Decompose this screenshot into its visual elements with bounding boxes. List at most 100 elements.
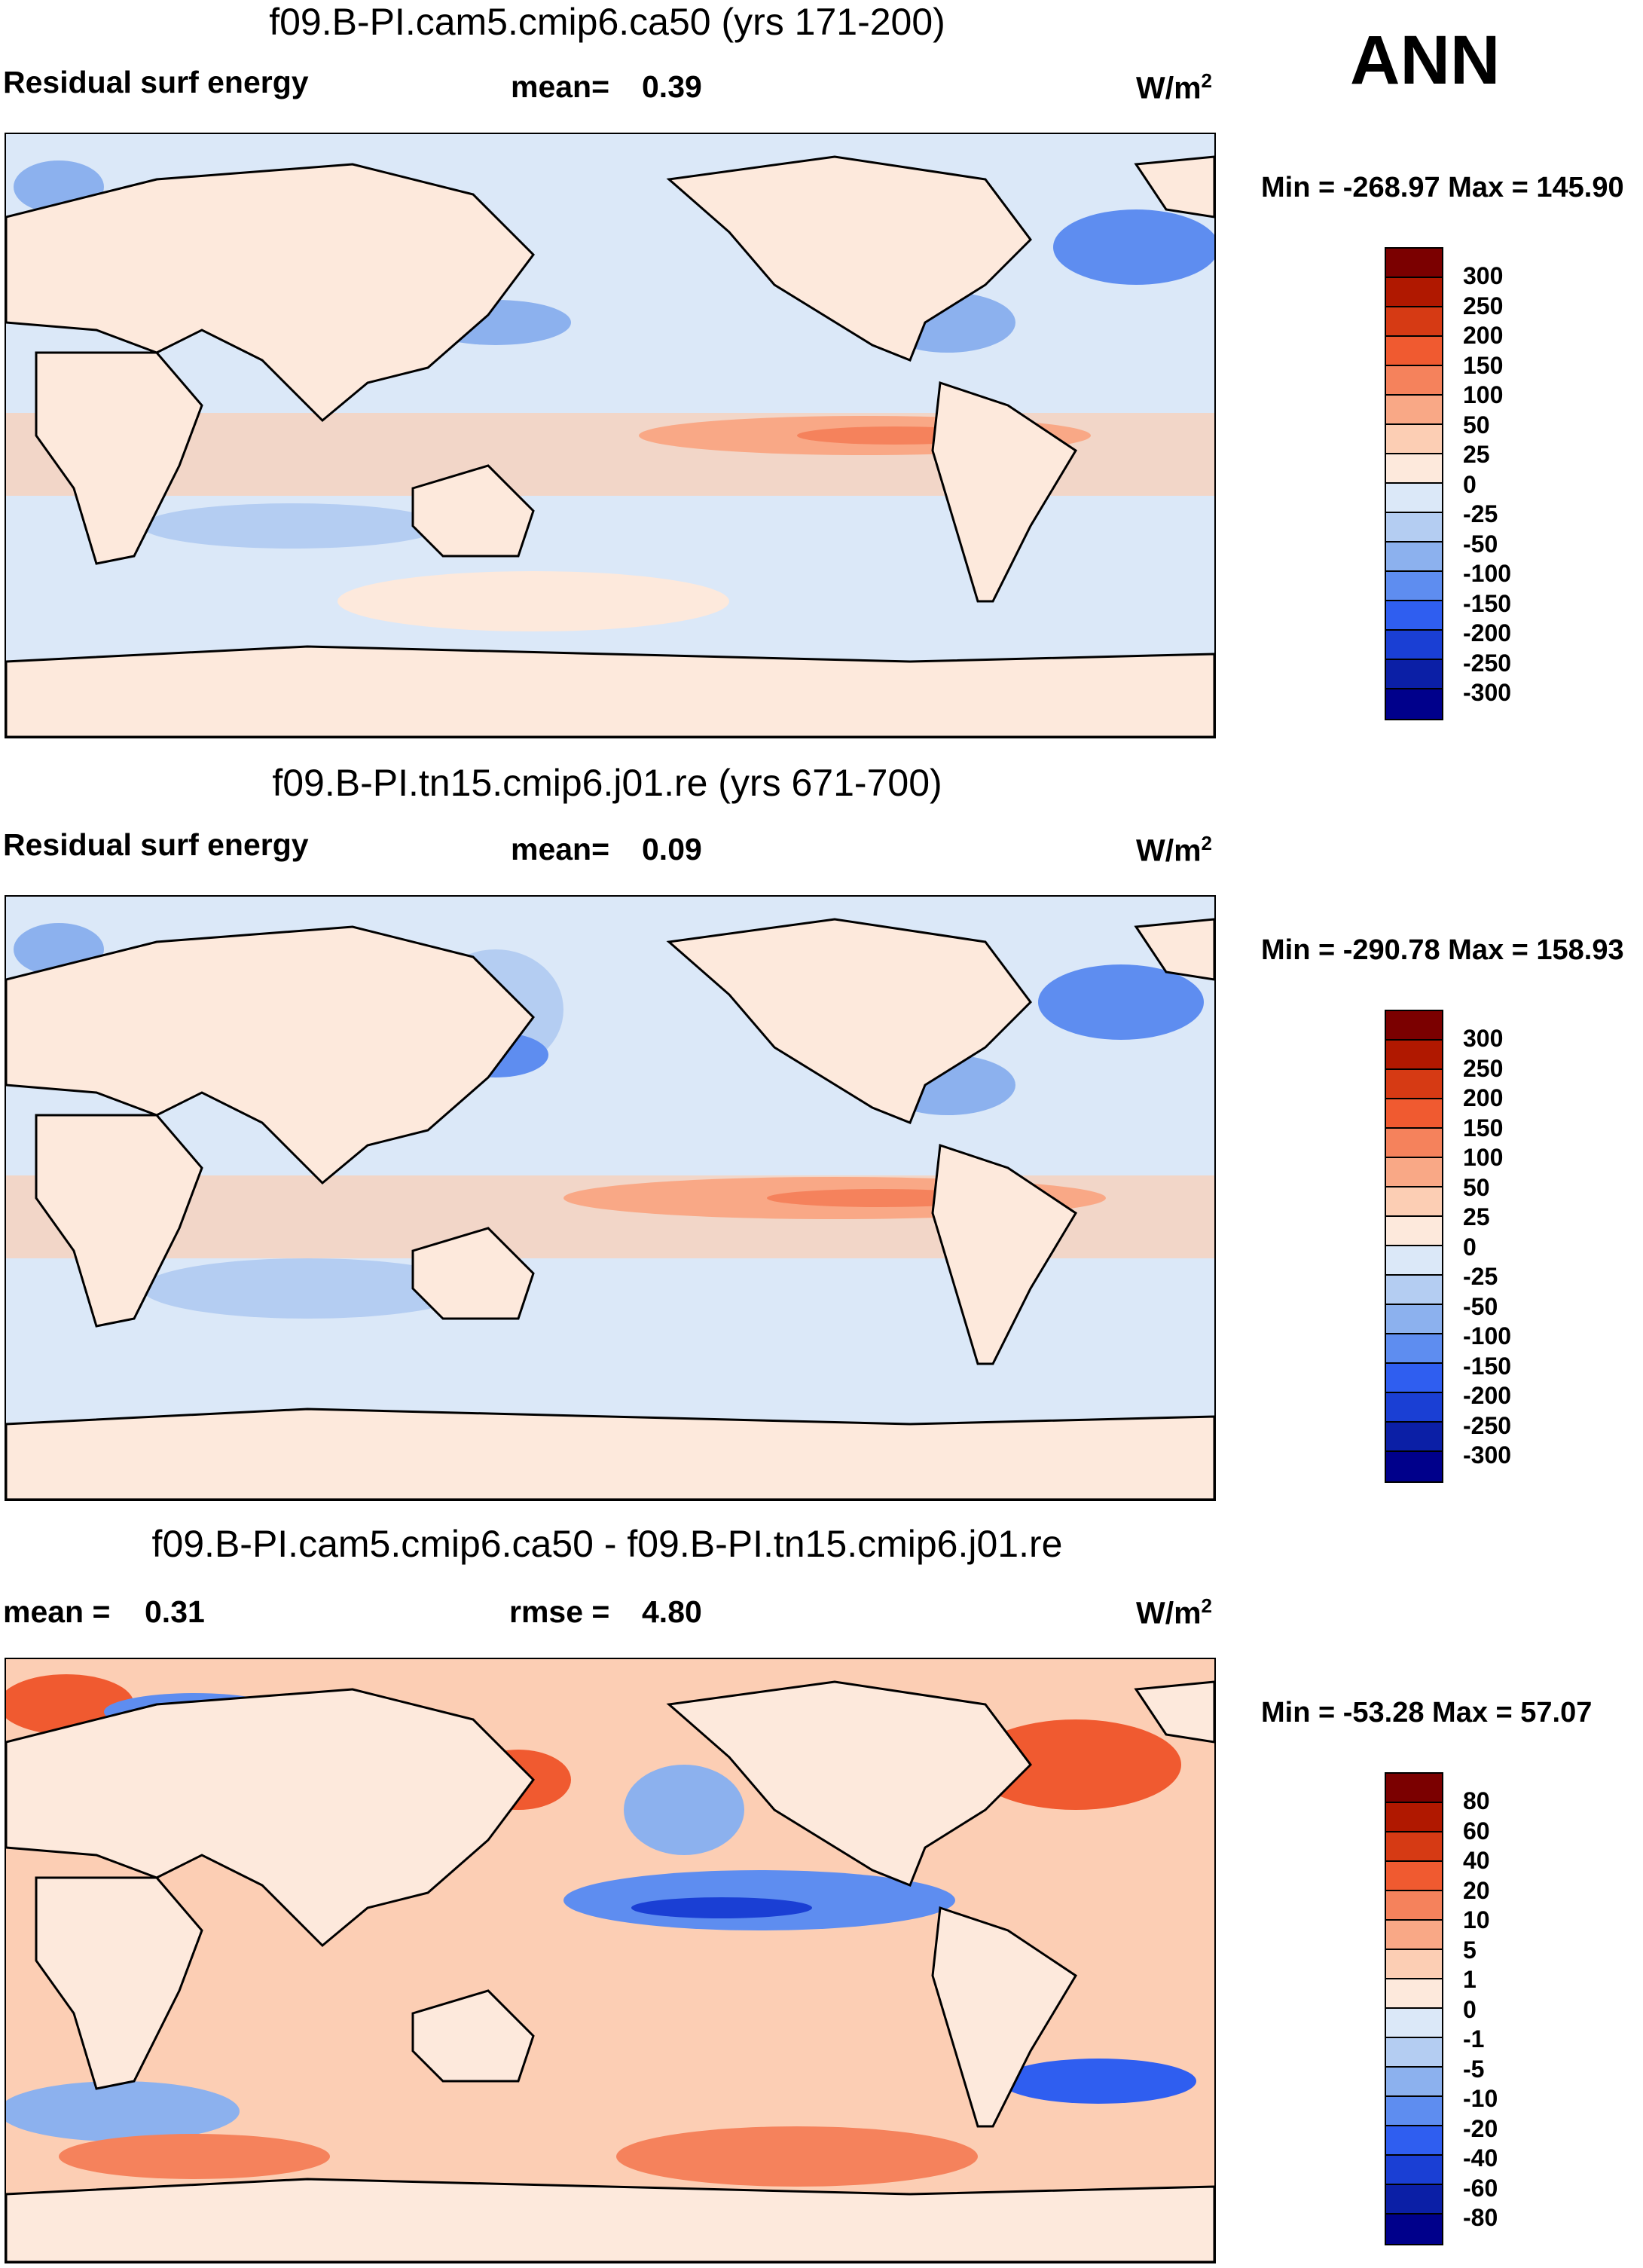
panel-1-cbar-box [1386,513,1442,543]
panel-3-cbar-box [1386,1921,1442,1950]
panel-2-tick: -25 [1463,1263,1498,1290]
panel-2-cbar-box [1386,1041,1442,1070]
panel-2-south-america [931,1143,1078,1365]
panel-3-so-warm [616,2126,978,2187]
panel-3-cbar-box [1386,2009,1442,2038]
panel-3-tick: 1 [1463,1966,1477,1993]
panel-1-title: f09.B-PI.cam5.cmip6.ca50 (yrs 171-200) [269,1,945,43]
panel-1-tick: 25 [1463,441,1490,468]
panel-2-labrador [1038,964,1204,1040]
panel-1-tick: 200 [1463,322,1504,349]
panel-2-tick: -50 [1463,1293,1498,1320]
panel-3-cbar-box [1386,1832,1442,1862]
panel-2-tick: -100 [1463,1322,1512,1349]
panel-3-tick: 0 [1463,1996,1477,2023]
panel-3-units: W/m2 [1136,1594,1213,1631]
panel-3-tick: -1 [1463,2025,1485,2053]
panel-2-continents [6,918,1214,1499]
panel-2-cbar-box [1386,1158,1442,1187]
panel-1-tick: -25 [1463,500,1498,527]
panel-2-mean-value: 0.09 [642,832,702,867]
panel-3-cbar-box [1386,1774,1442,1803]
panel-3-map [5,1658,1216,2263]
panel-3-colorbar [1385,1772,1443,2245]
panel-3-eurasia [6,1688,535,1948]
panel-3-cbar-box [1386,2097,1442,2126]
panel-3-cbar-box [1386,1803,1442,1832]
panel-3-mean-label: mean = [3,1594,111,1629]
panel-1-cbar-box [1386,337,1442,366]
panel-2-min-max: Min = -290.78 Max = 158.93 [1261,934,1624,966]
panel-3-north-america [666,1680,1032,1887]
panel-2-colorbar [1385,1010,1443,1483]
panel-1-mean-value: 0.39 [642,69,702,104]
panel-1-tick: 100 [1463,381,1504,408]
panel-2-greenland [1134,918,1214,981]
panel-3-cbar-box [1386,2215,1442,2244]
panel-2-tick: 0 [1463,1233,1477,1261]
panel-2-cbar-box [1386,1364,1442,1393]
panel-3-cbar-box [1386,2156,1442,2185]
panel-3-tropical-core [631,1897,812,1918]
panel-3-tick: 80 [1463,1787,1490,1814]
panel-3-sa-cold [1000,2059,1196,2104]
panel-1-cbar-box [1386,572,1442,601]
panel-1-cbar-box [1386,454,1442,484]
panel-1-cbar-box [1386,249,1442,278]
panel-3-tick: -10 [1463,2085,1498,2112]
panel-3-greenland [1134,1680,1214,1744]
panel-1-tick: 0 [1463,471,1477,498]
panel-1-tick: -150 [1463,590,1512,617]
panel-3-cbar-box [1386,1862,1442,1891]
panel-1-tick: 300 [1463,262,1504,289]
panel-1-tick: -50 [1463,530,1498,558]
panel-2-tick: 100 [1463,1144,1504,1171]
panel-2-australia [411,1227,535,1320]
panel-3-cbar-box [1386,1891,1442,1921]
panel-3-mean-value: 0.31 [145,1594,205,1629]
panel-1-colorbar [1385,247,1443,720]
panel-2-cbar-box [1386,1011,1442,1041]
panel-1-units: W/m2 [1136,69,1213,105]
panel-3-min-max: Min = -53.28 Max = 57.07 [1261,1697,1593,1729]
panel-1-cbar-box [1386,689,1442,719]
panel-2-tick: -150 [1463,1353,1512,1380]
panel-2-tick: 50 [1463,1174,1490,1201]
panel-2-cbar-box [1386,1246,1442,1276]
panel-3-australia [411,1989,535,2083]
panel-2-cbar-box [1386,1099,1442,1129]
panel-2-tick: -300 [1463,1441,1512,1469]
panel-2-africa [35,1114,203,1328]
panel-2-tick: 25 [1463,1203,1490,1230]
panel-1-warm-south [337,571,729,631]
panel-1-variable-label: Residual surf energy [3,65,309,99]
panel-1-cbar-box [1386,601,1442,631]
panel-2-tick: 200 [1463,1084,1504,1111]
panel-1-tick: 250 [1463,292,1504,319]
panel-2-cbar-box [1386,1334,1442,1364]
panel-3-cbar-box [1386,2126,1442,2156]
panel-1-cbar-box [1386,425,1442,454]
panel-2-cbar-box [1386,1393,1442,1423]
panel-2-cbar-box [1386,1276,1442,1305]
panel-3-tick: 5 [1463,1936,1477,1964]
panel-1-eurasia [6,163,535,423]
panel-3-cbar-box [1386,1979,1442,2009]
panel-1-tick: -300 [1463,679,1512,706]
panel-1-cbar-box [1386,484,1442,513]
panel-3-tick: -60 [1463,2175,1498,2202]
panel-1-cbar-box [1386,543,1442,572]
panel-1-australia [411,464,535,558]
panel-3-sio-warm [59,2134,330,2179]
panel-1-tick: -200 [1463,619,1512,646]
panel-1-antarctica [6,645,1214,737]
panel-2-cbar-box [1386,1423,1442,1452]
panel-1-tick: 50 [1463,411,1490,439]
panel-2-cbar-box [1386,1187,1442,1217]
panel-2-tick: 250 [1463,1055,1504,1082]
panel-1-cbar-box [1386,278,1442,307]
panel-3-cbar-box [1386,2185,1442,2215]
panel-3-rmse-label: rmse = [509,1594,610,1629]
panel-1-south-america [931,381,1078,603]
panel-3-title: f09.B-PI.cam5.cmip6.ca50 - f09.B-PI.tn15… [151,1523,1063,1565]
